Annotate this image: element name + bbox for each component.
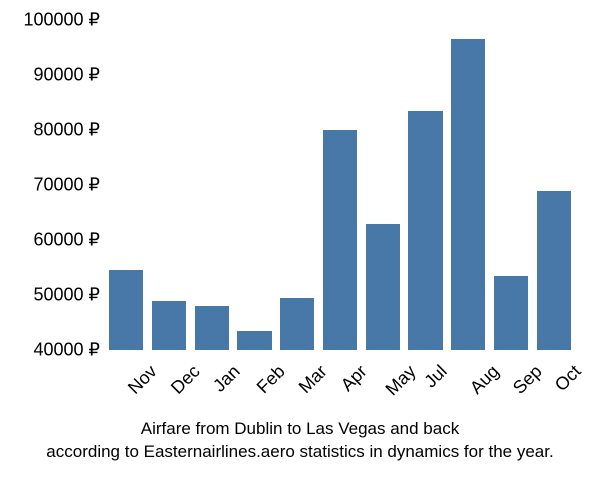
y-tick-label: 100000 ₽ [5, 10, 100, 31]
y-tick-label: 70000 ₽ [5, 175, 100, 196]
x-tick-label: Nov [124, 361, 161, 398]
y-tick-label: 80000 ₽ [5, 120, 100, 141]
bar [109, 270, 143, 350]
x-tick-label: Aug [466, 361, 503, 398]
y-tick-label: 40000 ₽ [5, 340, 100, 361]
y-tick-label: 50000 ₽ [5, 285, 100, 306]
x-tick-label: Jul [421, 361, 452, 392]
caption-line-2: according to Easternairlines.aero statis… [46, 442, 553, 461]
bar [537, 191, 571, 351]
bar [323, 130, 357, 350]
y-tick-label: 90000 ₽ [5, 65, 100, 86]
x-tick-label: Dec [167, 361, 204, 398]
bar [408, 111, 442, 350]
x-tick-label: Feb [252, 361, 289, 398]
x-tick-label: May [381, 361, 420, 400]
chart-container: 40000 ₽ 50000 ₽ 60000 ₽ 70000 ₽ 80000 ₽ 90000… [0, 0, 600, 500]
x-tick-label: Jan [209, 361, 244, 396]
x-tick-label: Mar [295, 361, 332, 398]
bar [195, 306, 229, 350]
caption-line-1: Airfare from Dublin to Las Vegas and bac… [141, 419, 459, 438]
bar [451, 39, 485, 350]
bar [237, 331, 271, 350]
bar [152, 301, 186, 351]
x-tick-label: Sep [509, 361, 546, 398]
plot-area [105, 20, 575, 350]
x-tick-label: Apr [337, 361, 372, 396]
bar [366, 224, 400, 351]
chart-caption: Airfare from Dublin to Las Vegas and bac… [0, 418, 600, 464]
y-tick-label: 60000 ₽ [5, 230, 100, 251]
bar [494, 276, 528, 350]
bar [280, 298, 314, 350]
x-tick-label: Oct [550, 361, 585, 396]
